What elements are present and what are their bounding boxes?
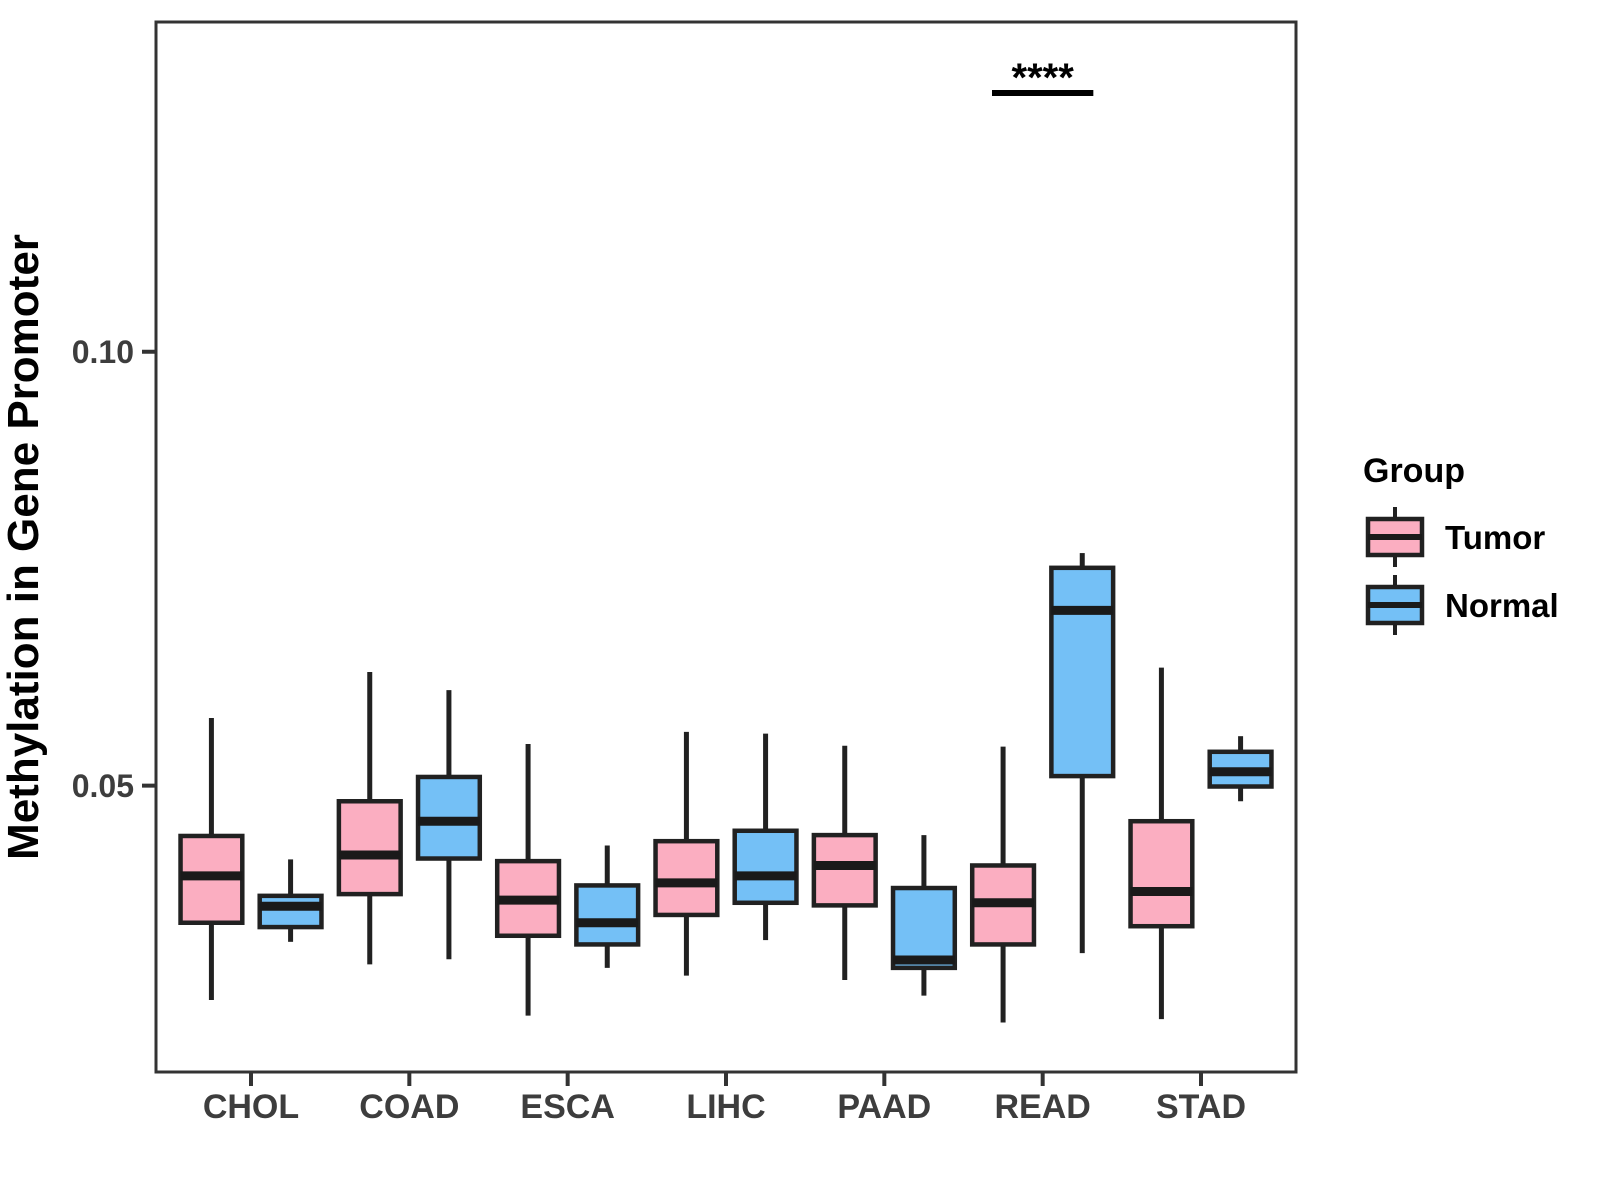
boxplot-tumor-esca [494, 743, 562, 1016]
boxplot-normal-esca [574, 845, 641, 968]
iqr-box [890, 885, 958, 971]
x-tick-label-lihc: LIHC [686, 1088, 765, 1126]
iqr-box [1049, 565, 1116, 779]
plot-panel [156, 22, 1296, 1072]
iqr-box [732, 828, 799, 906]
panel-background [156, 22, 1296, 1072]
legend-item-tumor: Tumor [1365, 507, 1545, 567]
iqr-box [336, 799, 403, 897]
x-tick-label-read: READ [994, 1088, 1090, 1126]
iqr-box [811, 832, 878, 908]
y-tick-label: 0.05 [72, 768, 134, 804]
iqr-box [574, 883, 641, 947]
x-tick-label-coad: COAD [359, 1088, 459, 1126]
boxplot-tumor-chol [178, 717, 245, 1000]
x-tick-label-stad: STAD [1156, 1088, 1246, 1126]
legend-label: Tumor [1445, 519, 1545, 556]
legend-key-boxplot-icon [1365, 575, 1425, 635]
y-axis-title: Methylation in Gene Promoter [0, 234, 48, 860]
boxplot-tumor-paad [811, 745, 878, 981]
boxplot-tumor-coad [336, 671, 403, 965]
boxplot-normal-lihc [732, 733, 799, 941]
significance-annotation: **** [992, 56, 1094, 100]
boxplot-normal-paad [890, 835, 958, 996]
legend-item-normal: Normal [1365, 575, 1559, 635]
axes: 0.05 0.10 CHOL COAD ESCA LIHC PAAD READ STAD Meth… [0, 20, 1298, 1126]
x-tick-label-chol: CHOL [203, 1088, 299, 1126]
legend-title: Group [1363, 452, 1465, 490]
boxplot-tumor-lihc [653, 731, 720, 976]
iqr-box [653, 838, 720, 918]
legend-label: Normal [1445, 587, 1559, 624]
iqr-box [257, 893, 324, 930]
boxplot-tumor-stad [1128, 667, 1195, 1020]
significance-stars: **** [1012, 56, 1075, 100]
y-tick-label: 0.10 [72, 334, 134, 370]
legend: Group Tumor Normal [1363, 452, 1559, 635]
iqr-box [1128, 818, 1195, 929]
x-tick-label-paad: PAAD [837, 1088, 931, 1126]
boxplot-tumor-read [969, 746, 1037, 1023]
boxplot-normal-chol [257, 859, 324, 942]
annotations: **** [992, 56, 1094, 100]
boxplot-normal-stad [1207, 736, 1274, 802]
boxplot-normal-read [1049, 553, 1116, 954]
legend-key-boxplot-icon [1365, 507, 1425, 567]
boxplots [178, 553, 1274, 1023]
boxplot-normal-coad [415, 690, 483, 960]
x-tick-label-esca: ESCA [520, 1088, 614, 1126]
